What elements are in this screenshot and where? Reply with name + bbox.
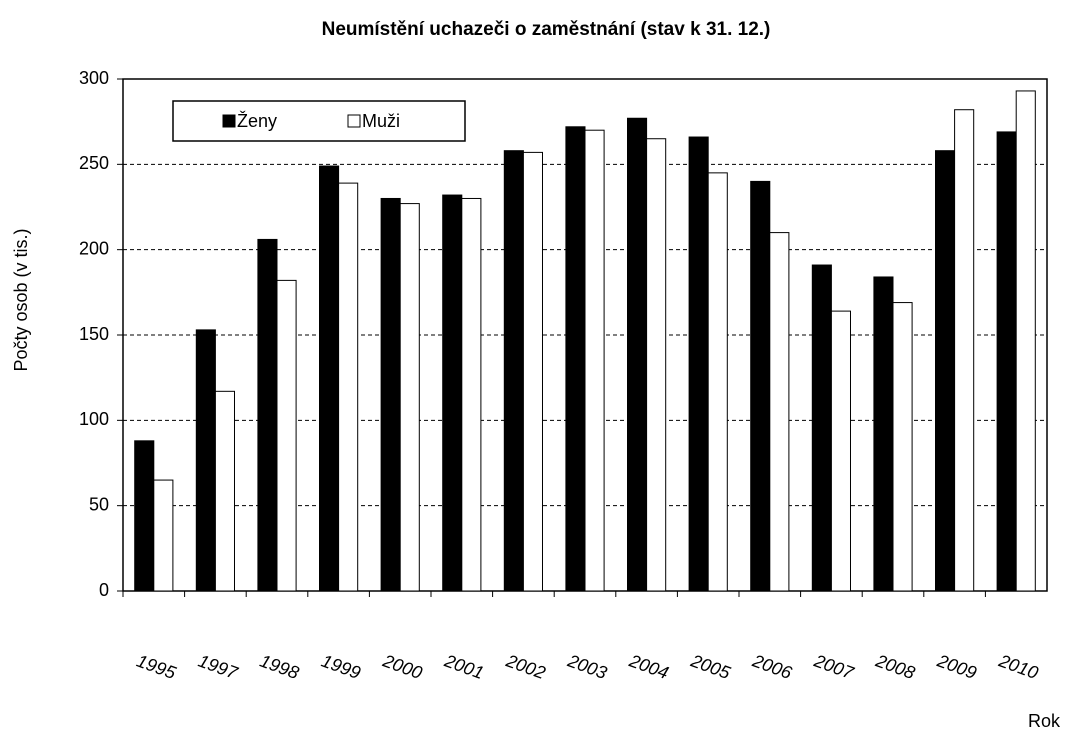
bar <box>954 109 975 592</box>
bar <box>276 279 297 592</box>
bar <box>214 390 235 592</box>
y-tick-label: 0 <box>99 580 109 600</box>
bar <box>195 329 216 592</box>
bar <box>565 126 586 592</box>
bar <box>873 276 894 592</box>
x-tick-label: 2005 <box>687 650 733 683</box>
bar <box>1015 90 1036 592</box>
x-tick-label: 2004 <box>626 650 671 683</box>
y-tick-label: 250 <box>79 153 109 173</box>
bar <box>935 150 956 592</box>
x-tick-label: 2003 <box>564 650 609 683</box>
bar <box>153 479 174 592</box>
bar <box>503 150 524 592</box>
y-tick-label: 200 <box>79 238 109 258</box>
y-axis-label: Počty osob (v tis.) <box>11 228 31 371</box>
legend-box <box>172 100 466 142</box>
legend-swatch <box>347 114 361 128</box>
bar <box>380 197 401 592</box>
y-tick-label: 150 <box>79 324 109 344</box>
x-tick-label: 1999 <box>319 651 363 683</box>
bar <box>338 182 359 592</box>
x-tick-label: 2002 <box>503 650 548 683</box>
x-tick-label: 2001 <box>441 650 486 683</box>
x-tick-label: 1997 <box>196 651 241 684</box>
legend-label: Muži <box>362 111 400 131</box>
bar <box>892 302 913 592</box>
bar <box>134 440 155 592</box>
x-tick-label: 2010 <box>995 650 1040 683</box>
legend-swatch <box>222 114 236 128</box>
bar <box>461 197 482 592</box>
x-tick-label: 1998 <box>257 651 301 683</box>
x-tick-label: 2009 <box>934 650 979 683</box>
bar <box>996 131 1017 592</box>
bar <box>399 203 420 592</box>
x-tick-label: 2000 <box>379 650 424 683</box>
bar <box>707 172 728 592</box>
bar <box>257 238 278 592</box>
bar <box>584 129 605 592</box>
x-tick-label: 2006 <box>749 650 795 683</box>
x-axis-label: Rok <box>1028 711 1061 731</box>
bar <box>769 232 790 592</box>
bar <box>811 264 832 592</box>
y-tick-label: 100 <box>79 409 109 429</box>
bar <box>319 165 340 592</box>
chart-title: Neumístění uchazeči o zaměstnání (stav k… <box>322 19 771 40</box>
y-tick-label: 50 <box>89 494 109 514</box>
x-tick-label: 2007 <box>811 650 857 683</box>
bar <box>522 151 543 592</box>
bar <box>750 180 771 592</box>
y-tick-label: 300 <box>79 68 109 88</box>
x-tick-label: 2008 <box>872 650 917 683</box>
bar <box>646 138 667 592</box>
legend-label: Ženy <box>237 111 277 131</box>
bar <box>688 136 709 592</box>
bar <box>442 194 463 592</box>
bar <box>830 310 851 592</box>
x-tick-label: 1995 <box>134 651 179 684</box>
bar <box>627 117 648 592</box>
